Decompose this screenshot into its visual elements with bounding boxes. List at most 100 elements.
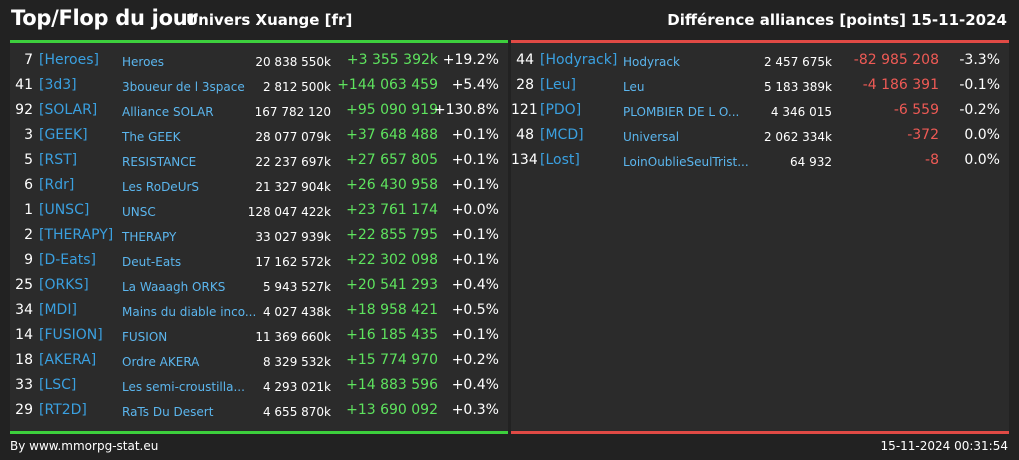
alliance-row: 2 [THERAPY] THERAPY 33 027 939k +22 855 795 +… xyxy=(10,223,508,248)
alliance-tag-link[interactable]: [Rdr] xyxy=(39,177,75,193)
alliance-points: 5 943 527k xyxy=(262,280,331,294)
alliance-name-link[interactable]: Leu xyxy=(623,80,645,94)
alliance-tag-link[interactable]: [Heroes] xyxy=(39,52,99,68)
alliance-diff: +15 774 970 xyxy=(346,352,438,368)
alliance-tag-link[interactable]: [MDI] xyxy=(39,302,77,318)
alliance-name-link[interactable]: Hodyrack xyxy=(623,55,680,69)
flop-alliances-panel: 44 [Hodyrack] Hodyrack 2 457 675k -82 985 20… xyxy=(511,40,1009,434)
source-credit: By www.mmorpg-stat.eu xyxy=(10,439,159,453)
generated-timestamp: 15-11-2024 00:31:54 xyxy=(880,439,1008,453)
alliance-row: 44 [Hodyrack] Hodyrack 2 457 675k -82 985 20… xyxy=(511,48,1009,73)
alliance-percent: +0.1% xyxy=(451,227,499,243)
alliance-rank: 28 xyxy=(516,77,534,93)
alliance-name-link[interactable]: Alliance SOLAR xyxy=(122,105,214,119)
alliance-name-link[interactable]: Universal xyxy=(623,130,680,144)
alliance-row: 1 [UNSC] UNSC 128 047 422k +23 761 174 +0.0% xyxy=(10,198,508,223)
alliance-name-link[interactable]: Heroes xyxy=(122,55,165,69)
alliance-rank: 121 xyxy=(511,102,538,118)
alliance-diff: +23 761 174 xyxy=(346,202,438,218)
alliance-tag-link[interactable]: [Leu] xyxy=(540,77,576,93)
alliance-diff: +27 657 805 xyxy=(346,152,438,168)
alliance-name-link[interactable]: THERAPY xyxy=(122,230,177,244)
alliance-name-link[interactable]: Les RoDeUrS xyxy=(122,180,200,194)
alliance-points: 4 346 015 xyxy=(770,105,832,119)
alliance-diff: +14 883 596 xyxy=(346,377,438,393)
alliance-rank: 3 xyxy=(24,127,33,143)
alliance-tag-link[interactable]: [Lost] xyxy=(540,152,580,168)
alliance-points: 2 812 500k xyxy=(262,80,331,94)
alliance-diff: +3 355 392k xyxy=(346,52,438,68)
alliance-points: 17 162 572k xyxy=(255,255,331,269)
alliance-points: 21 327 904k xyxy=(255,180,331,194)
alliance-tag-link[interactable]: [RT2D] xyxy=(39,402,87,418)
alliance-row: 25 [ORKS] La Waaagh ORKS 5 943 527k +20 541 … xyxy=(10,273,508,298)
alliance-row: 9 [D-Eats] Deut-Eats 17 162 572k +22 302 098… xyxy=(10,248,508,273)
alliance-row: 33 [LSC] Les semi-croustilla... 4 293 021k +… xyxy=(10,373,508,398)
alliance-name-link[interactable]: Mains du diable inco... xyxy=(122,305,257,319)
alliance-name-link[interactable]: FUSION xyxy=(122,330,168,344)
alliance-tag-link[interactable]: [THERAPY] xyxy=(39,227,114,243)
alliance-row: 3 [GEEK] The GEEK 28 077 079k +37 648 488 +0.… xyxy=(10,123,508,148)
alliance-diff: +22 855 795 xyxy=(346,227,438,243)
alliance-percent: +0.0% xyxy=(451,202,499,218)
alliance-tag-link[interactable]: [D-Eats] xyxy=(39,252,96,268)
alliance-diff: +20 541 293 xyxy=(346,277,438,293)
alliance-rank: 14 xyxy=(15,327,33,343)
alliance-rank: 48 xyxy=(516,127,534,143)
alliance-row: 34 [MDI] Mains du diable inco... 4 027 438k… xyxy=(10,298,508,323)
alliance-diff: +22 302 098 xyxy=(346,252,438,268)
alliance-name-link[interactable]: Ordre AKERA xyxy=(122,355,200,369)
alliance-name-link[interactable]: Deut-Eats xyxy=(122,255,182,269)
alliance-percent: +0.4% xyxy=(451,277,499,293)
alliance-rank: 25 xyxy=(15,277,33,293)
alliance-name-link[interactable]: UNSC xyxy=(122,205,156,219)
alliance-points: 4 027 438k xyxy=(262,305,331,319)
alliance-rank: 33 xyxy=(15,377,33,393)
alliance-tag-link[interactable]: [GEEK] xyxy=(39,127,88,143)
alliance-tag-link[interactable]: [3d3] xyxy=(39,77,77,93)
alliance-rank: 44 xyxy=(516,52,534,68)
alliance-percent: +0.1% xyxy=(451,127,499,143)
alliance-tag-link[interactable]: [AKERA] xyxy=(39,352,97,368)
alliance-tag-link[interactable]: [SOLAR] xyxy=(39,102,98,118)
alliance-tag-link[interactable]: [ORKS] xyxy=(39,277,89,293)
alliance-name-link[interactable]: PLOMBIER DE L O... xyxy=(623,105,740,119)
alliance-rank: 92 xyxy=(15,102,33,118)
alliance-row: 48 [MCD] Universal 2 062 334k -372 0.0% xyxy=(511,123,1009,148)
alliance-diff: +95 090 919 xyxy=(346,102,438,118)
alliance-name-link[interactable]: 3boueur de l 3space xyxy=(122,80,245,94)
alliance-name-link[interactable]: LoinOublieSeulTrist... xyxy=(623,155,749,169)
alliance-rank: 7 xyxy=(24,52,33,68)
alliance-tag-link[interactable]: [LSC] xyxy=(39,377,77,393)
alliance-percent: +5.4% xyxy=(451,77,499,93)
alliance-diff: +26 430 958 xyxy=(346,177,438,193)
alliance-name-link[interactable]: Les semi-croustilla... xyxy=(122,380,245,394)
alliance-name-link[interactable]: RESISTANCE xyxy=(122,155,197,169)
alliance-percent: +0.1% xyxy=(451,177,499,193)
alliance-row: 6 [Rdr] Les RoDeUrS 21 327 904k +26 430 958 +… xyxy=(10,173,508,198)
alliance-row: 5 [RST] RESISTANCE 22 237 697k +27 657 805 +0… xyxy=(10,148,508,173)
alliance-points: 4 655 870k xyxy=(262,405,331,419)
alliance-points: 167 782 120 xyxy=(254,105,331,119)
alliance-diff: +144 063 459 xyxy=(337,77,438,93)
alliance-name-link[interactable]: RaTs Du Desert xyxy=(122,405,214,419)
alliance-tag-link[interactable]: [FUSION] xyxy=(39,327,103,343)
alliance-points: 128 047 422k xyxy=(247,205,331,219)
alliance-row: 134 [Lost] LoinOublieSeulTrist... 64 932 -8 0… xyxy=(511,148,1009,173)
alliance-tag-link[interactable]: [PDO] xyxy=(540,102,582,118)
alliance-points: 64 932 xyxy=(790,155,832,169)
alliance-name-link[interactable]: La Waaagh ORKS xyxy=(122,280,226,294)
alliance-points: 20 838 550k xyxy=(255,55,331,69)
alliance-points: 22 237 697k xyxy=(255,155,331,169)
alliance-rank: 9 xyxy=(24,252,33,268)
alliance-row: 18 [AKERA] Ordre AKERA 8 329 532k +15 774 97… xyxy=(10,348,508,373)
alliance-tag-link[interactable]: [Hodyrack] xyxy=(540,52,618,68)
alliance-tag-link[interactable]: [UNSC] xyxy=(39,202,90,218)
alliance-percent: 0.0% xyxy=(964,127,1000,143)
alliance-rank: 34 xyxy=(15,302,33,318)
alliance-tag-link[interactable]: [RST] xyxy=(39,152,78,168)
alliance-row: 121 [PDO] PLOMBIER DE L O... 4 346 015 -6 55… xyxy=(511,98,1009,123)
alliance-tag-link[interactable]: [MCD] xyxy=(540,127,584,143)
alliance-percent: -3.3% xyxy=(959,52,1000,68)
alliance-name-link[interactable]: The GEEK xyxy=(122,130,181,144)
